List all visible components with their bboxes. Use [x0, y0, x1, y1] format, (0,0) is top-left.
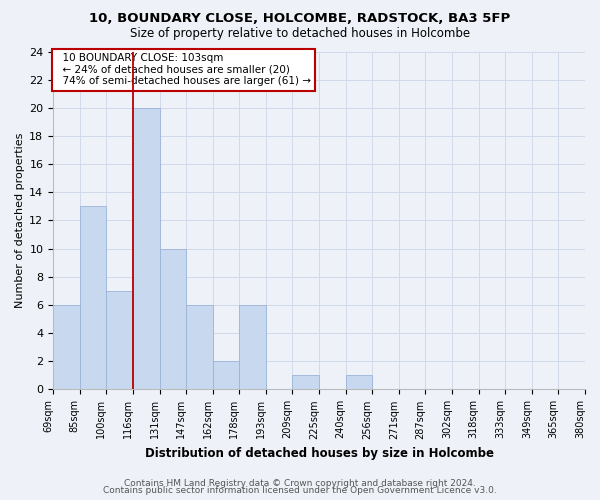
Bar — [346, 376, 372, 390]
Text: 10, BOUNDARY CLOSE, HOLCOMBE, RADSTOCK, BA3 5FP: 10, BOUNDARY CLOSE, HOLCOMBE, RADSTOCK, … — [89, 12, 511, 26]
Text: Size of property relative to detached houses in Holcombe: Size of property relative to detached ho… — [130, 28, 470, 40]
Bar — [212, 362, 239, 390]
Bar — [160, 248, 186, 390]
Bar — [80, 206, 106, 390]
Bar — [292, 376, 319, 390]
Text: 10 BOUNDARY CLOSE: 103sqm
  ← 24% of detached houses are smaller (20)
  74% of s: 10 BOUNDARY CLOSE: 103sqm ← 24% of detac… — [56, 53, 311, 86]
Text: Contains HM Land Registry data © Crown copyright and database right 2024.: Contains HM Land Registry data © Crown c… — [124, 478, 476, 488]
Bar — [239, 305, 266, 390]
Bar — [106, 291, 133, 390]
Text: Contains public sector information licensed under the Open Government Licence v3: Contains public sector information licen… — [103, 486, 497, 495]
X-axis label: Distribution of detached houses by size in Holcombe: Distribution of detached houses by size … — [145, 447, 494, 460]
Y-axis label: Number of detached properties: Number of detached properties — [15, 133, 25, 308]
Bar — [133, 108, 160, 390]
Bar — [53, 305, 80, 390]
Bar — [186, 305, 212, 390]
